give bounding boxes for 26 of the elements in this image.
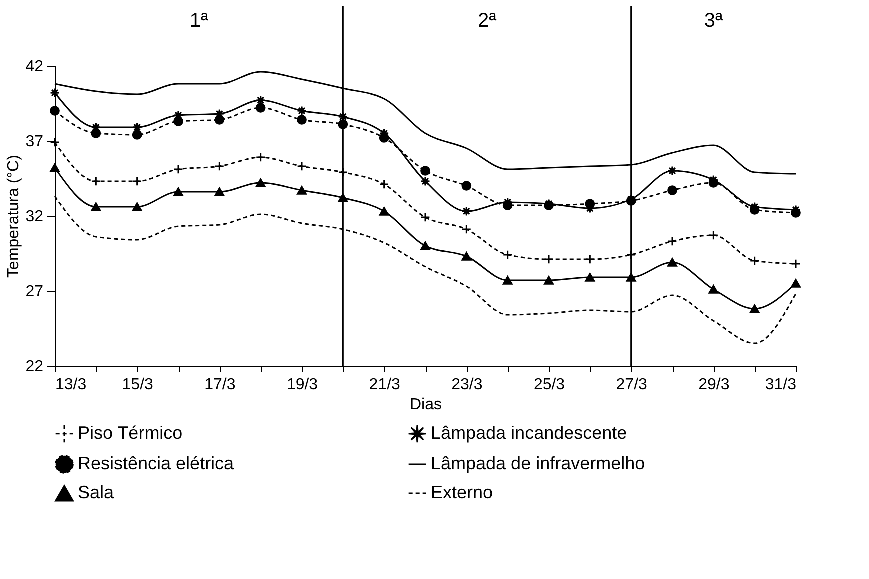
x-axis-title: Dias [410, 396, 442, 414]
text: 3ª [704, 10, 724, 32]
x-tick-label: 13/3 [56, 376, 87, 394]
y-axis-title: Temperatura (°C) [6, 155, 23, 278]
legend-label: Sala [78, 482, 116, 502]
y-tick-label: 37 [26, 134, 44, 150]
x-tick-label: 23/3 [452, 376, 483, 394]
x-tick-label: 25/3 [534, 376, 566, 394]
y-tick-label: 42 [26, 58, 44, 76]
y-tick-label: 32 [26, 208, 44, 226]
legend-label: Lâmpada incandescente [431, 422, 628, 443]
y-tick-label: 22 [26, 358, 44, 376]
x-tick-label: 17/3 [204, 376, 236, 394]
x-tick-label: 29/3 [698, 376, 730, 394]
y-tick-label: 27 [26, 284, 44, 300]
x-tick-label: 15/3 [122, 376, 154, 394]
x-tick-label: 31/3 [765, 376, 797, 394]
x-tick-label: 21/3 [369, 376, 401, 394]
text: 1ª [190, 10, 209, 32]
legend-label: Resistência elétrica [78, 454, 236, 474]
legend-label: Lâmpada de infravermelho [431, 454, 646, 474]
text: 2ª [478, 10, 498, 32]
x-tick-label: 19/3 [286, 376, 318, 394]
legend-label: Piso Térmico [78, 422, 183, 443]
legend-label: Externo [431, 482, 494, 502]
x-tick-label: 27/3 [616, 376, 648, 394]
